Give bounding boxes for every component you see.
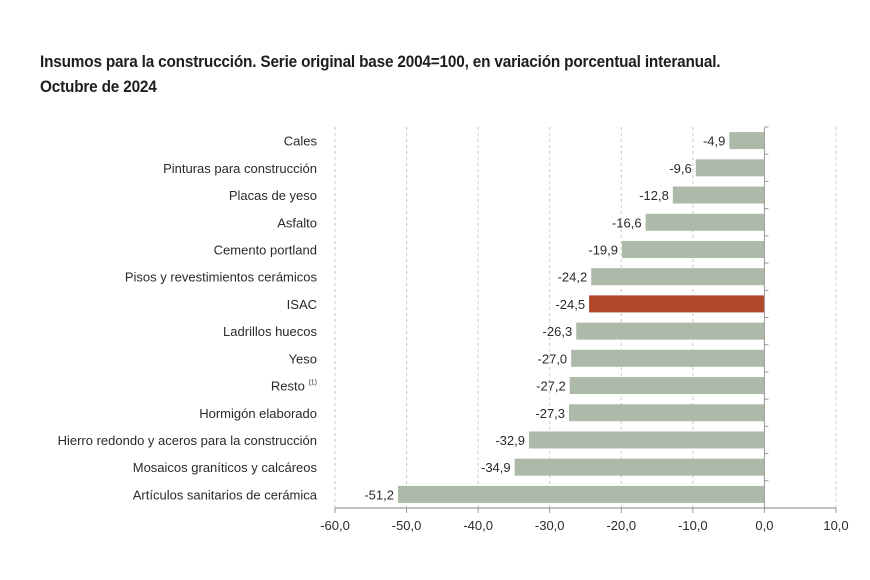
x-axis: -60,0 -50,0 -40,0 -30,0 -20,0 -10,0 0,0 10,0 <box>320 126 849 533</box>
bar <box>729 132 765 150</box>
data-label: -27,2 <box>536 379 566 394</box>
category-label: Ladrillos huecos <box>223 324 317 339</box>
x-tick-label: -30,0 <box>535 518 565 533</box>
data-label: -19,9 <box>588 242 618 257</box>
category-label: Placas de yeso <box>229 188 317 203</box>
x-tick-label: -10,0 <box>678 518 708 533</box>
data-label: -27,0 <box>538 351 568 366</box>
category-label: ISAC <box>287 297 317 312</box>
category-label: Pinturas para construcción <box>163 161 317 176</box>
bar <box>397 485 765 503</box>
data-label: -51,2 <box>364 487 394 502</box>
x-tick-label: 0,0 <box>755 518 773 533</box>
bar <box>571 349 765 367</box>
data-label: -24,5 <box>555 297 585 312</box>
chart-title: Insumos para la construcción. Serie orig… <box>40 50 803 100</box>
bar <box>569 404 765 422</box>
bar <box>695 159 765 177</box>
chart-subtitle: Octubre de 2024 <box>40 78 157 96</box>
labels: -4,9 Cales -9,6 Pinturas para construcción -… <box>58 134 726 503</box>
x-tick-label: -50,0 <box>392 518 422 533</box>
category-label: Resto (1) <box>271 379 317 394</box>
data-label: -27,3 <box>535 406 565 421</box>
chart-title-line: Insumos para la construcción. Serie orig… <box>40 53 721 71</box>
data-label: -26,3 <box>543 324 573 339</box>
category-label: Cales <box>284 134 318 149</box>
category-label: Pisos y revestimientos cerámicos <box>125 270 318 285</box>
bar <box>591 268 765 286</box>
category-label: Mosaicos graníticos y calcáreos <box>133 460 318 475</box>
x-tick-label: -40,0 <box>463 518 493 533</box>
data-label: -12,8 <box>639 188 669 203</box>
x-tick-label: -60,0 <box>320 518 350 533</box>
data-label: -4,9 <box>703 134 725 149</box>
category-label: Yeso <box>289 351 317 366</box>
category-label: Artículos sanitarios de cerámica <box>133 487 318 502</box>
data-label: -32,9 <box>495 433 525 448</box>
category-label: Hierro redondo y aceros para la construc… <box>58 433 317 448</box>
category-label: Hormigón elaborado <box>199 406 317 421</box>
data-label: -34,9 <box>481 460 511 475</box>
bar <box>672 186 765 204</box>
category-label: Asfalto <box>277 215 317 230</box>
data-label: -16,6 <box>612 215 642 230</box>
data-label: -9,6 <box>669 161 691 176</box>
bars <box>397 132 765 503</box>
gridlines <box>334 127 837 508</box>
bar <box>528 431 765 449</box>
bar-highlight <box>589 295 765 313</box>
bar <box>645 213 765 231</box>
x-tick-label: -20,0 <box>606 518 636 533</box>
bar <box>569 377 765 395</box>
category-label: Cemento portland <box>214 242 317 257</box>
bar <box>514 458 765 476</box>
bar <box>576 322 765 340</box>
x-tick-label: 10,0 <box>823 518 848 533</box>
data-label: -24,2 <box>558 270 588 285</box>
bar <box>622 240 765 258</box>
